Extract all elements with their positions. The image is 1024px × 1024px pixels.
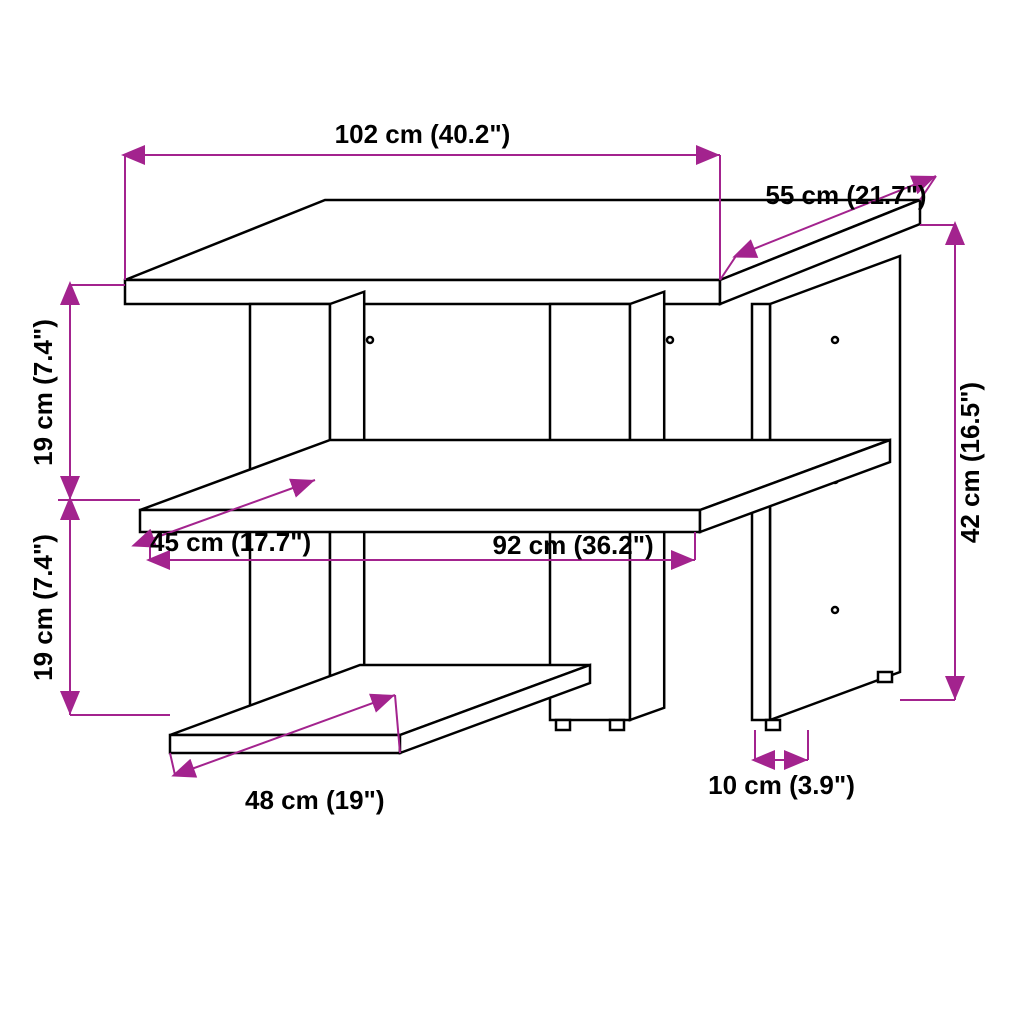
label-height-right: 42 cm (16.5") bbox=[955, 382, 985, 543]
dimension-drawing: 102 cm (40.2") 55 cm (21.7") 42 cm (16.5")… bbox=[0, 0, 1024, 1024]
label-shelf-depth: 45 cm (17.7") bbox=[150, 527, 311, 557]
label-leg-width: 10 cm (3.9") bbox=[708, 770, 855, 800]
table-top-front-edge bbox=[125, 280, 720, 304]
label-depth-top: 55 cm (21.7") bbox=[765, 180, 926, 210]
label-base-depth: 48 cm (19") bbox=[245, 785, 385, 815]
label-lower-left: 19 cm (7.4") bbox=[28, 534, 58, 681]
label-shelf-width: 92 cm (36.2") bbox=[493, 530, 654, 560]
label-width-top: 102 cm (40.2") bbox=[335, 119, 511, 149]
label-upper-left: 19 cm (7.4") bbox=[28, 319, 58, 466]
